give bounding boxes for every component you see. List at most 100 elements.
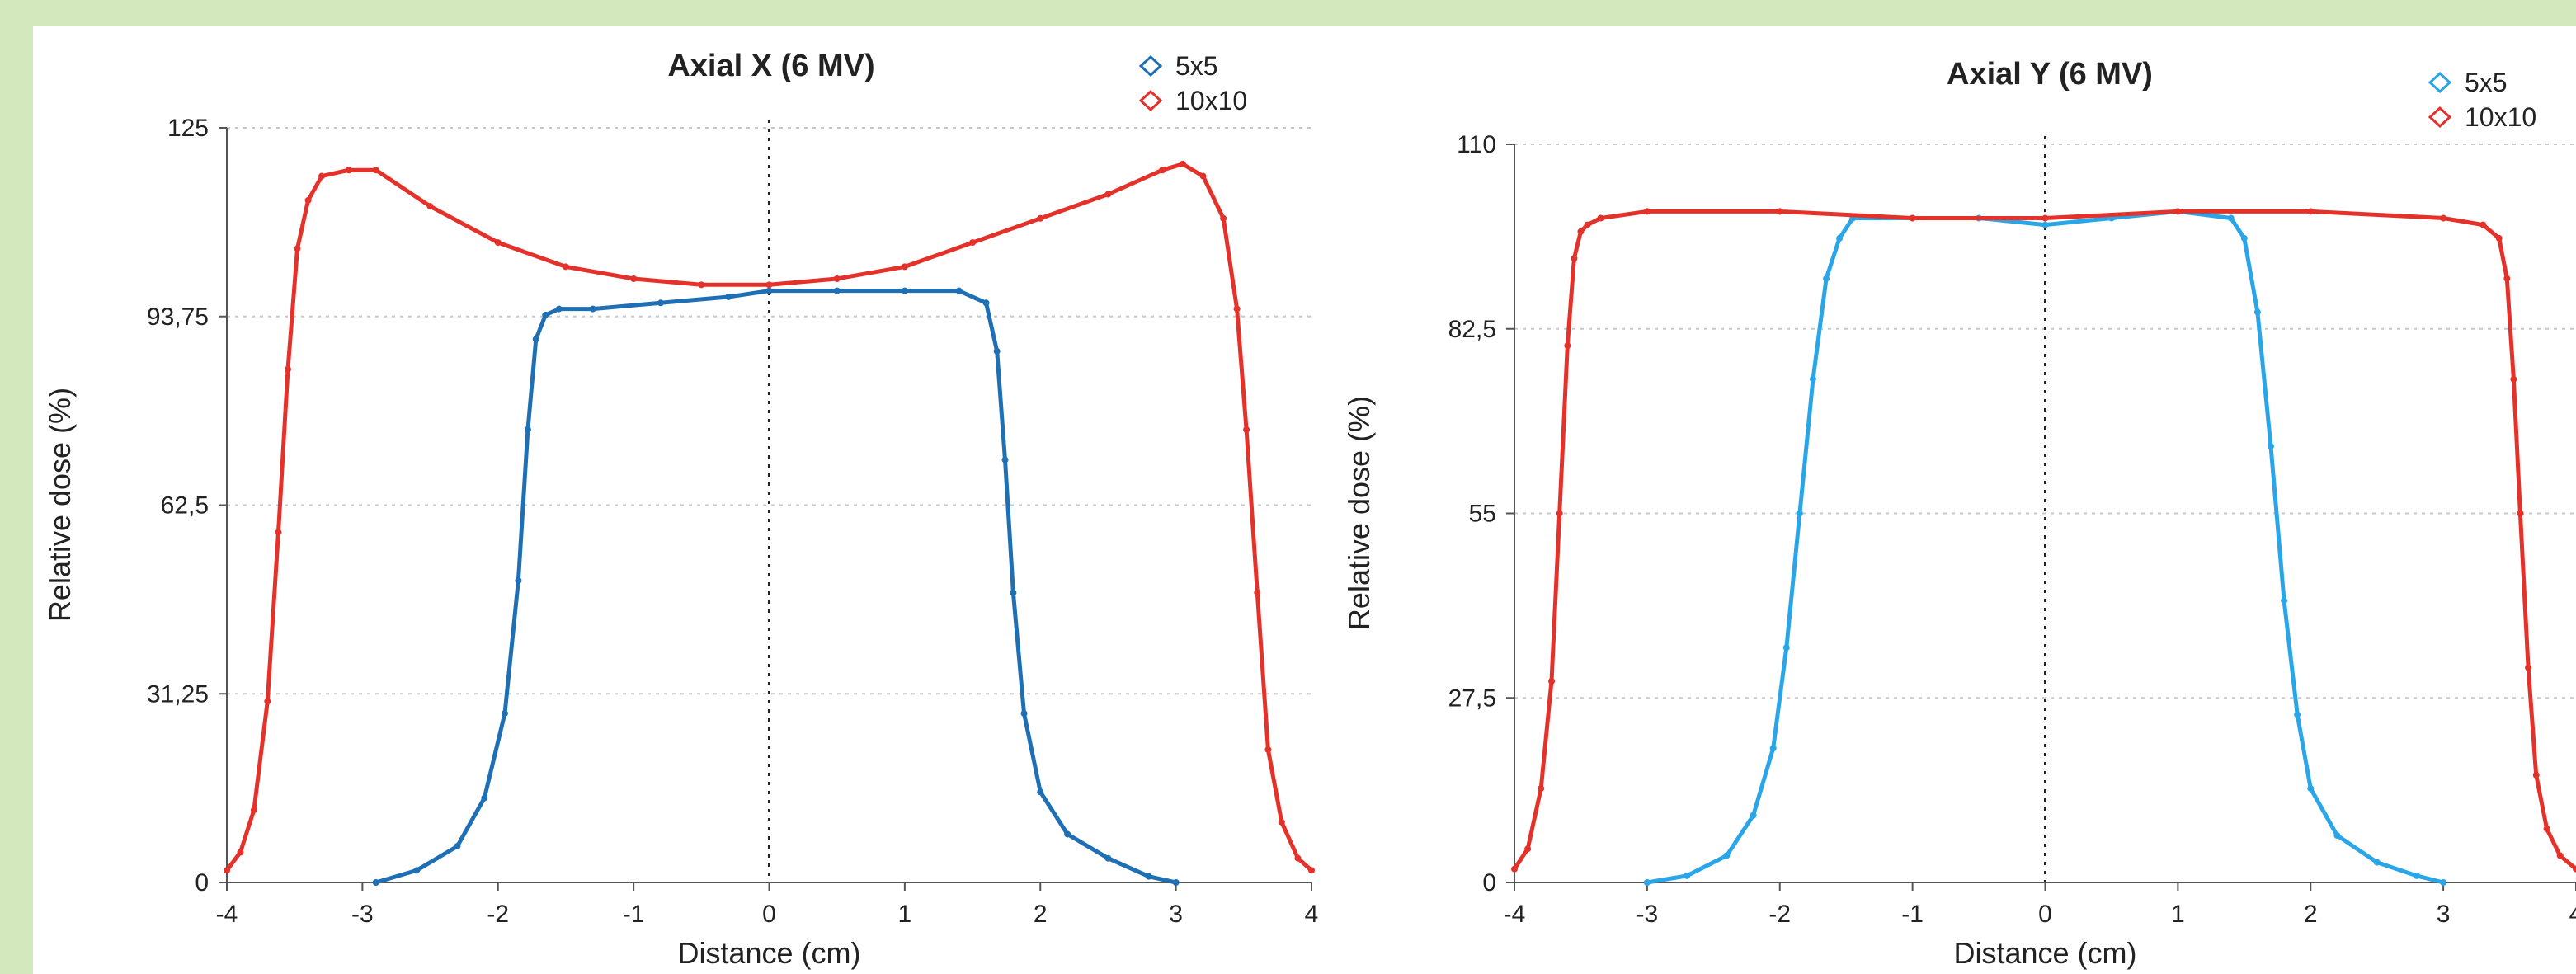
y-tick-label: 0 <box>1482 869 1496 896</box>
data-point-5x5 <box>993 347 1001 355</box>
data-point-10x10 <box>1233 305 1241 313</box>
data-point-5x5 <box>725 293 732 300</box>
x-tick-label: 4 <box>1305 901 1319 928</box>
x-tick-label: -1 <box>623 901 645 928</box>
data-point-10x10 <box>1243 426 1250 433</box>
data-point-10x10 <box>237 849 244 856</box>
data-point-5x5 <box>2240 234 2248 242</box>
data-point-10x10 <box>1104 191 1112 198</box>
legend-label-5x5: 5x5 <box>1175 51 1218 81</box>
data-point-10x10 <box>2532 771 2540 779</box>
data-point-10x10 <box>1220 214 1227 222</box>
chart-title: Axial X (6 MV) <box>667 49 874 83</box>
data-point-10x10 <box>1264 746 1272 753</box>
y-tick-label: 110 <box>1457 131 1496 158</box>
data-point-5x5 <box>1020 710 1028 718</box>
data-point-10x10 <box>224 867 230 874</box>
x-tick-label: -3 <box>1636 901 1659 928</box>
x-tick-label: 2 <box>2304 901 2318 928</box>
y-tick-label: 125 <box>167 115 209 142</box>
data-point-5x5 <box>413 867 421 874</box>
data-point-5x5 <box>555 305 563 313</box>
data-point-5x5 <box>1643 879 1651 886</box>
data-point-10x10 <box>1294 854 1302 862</box>
data-point-10x10 <box>630 275 638 282</box>
data-point-10x10 <box>2440 214 2447 222</box>
data-point-5x5 <box>1796 510 1803 517</box>
data-point-5x5 <box>2041 221 2049 228</box>
x-tick-label: 1 <box>2171 901 2185 928</box>
data-point-5x5 <box>1809 375 1816 383</box>
x-tick-label: 1 <box>898 901 912 928</box>
x-tick-label: -2 <box>487 901 509 928</box>
y-tick-label: 55 <box>1469 501 1496 528</box>
data-point-5x5 <box>955 287 963 294</box>
data-point-10x10 <box>1643 208 1651 215</box>
data-point-5x5 <box>2440 879 2447 886</box>
x-tick-label: 3 <box>1169 901 1183 928</box>
data-point-5x5 <box>901 287 908 294</box>
y-tick-label: 0 <box>195 869 209 896</box>
data-point-5x5 <box>372 879 379 886</box>
data-point-10x10 <box>2510 375 2517 383</box>
data-point-5x5 <box>481 794 488 802</box>
data-point-10x10 <box>833 275 841 282</box>
data-point-5x5 <box>515 577 522 584</box>
data-point-10x10 <box>1909 214 1916 222</box>
x-tick-label: 4 <box>2569 901 2576 928</box>
data-point-5x5 <box>1750 812 1757 819</box>
data-point-5x5 <box>501 710 508 718</box>
data-point-10x10 <box>426 203 434 210</box>
data-point-10x10 <box>1538 785 1545 793</box>
data-point-5x5 <box>1010 589 1017 596</box>
data-point-5x5 <box>532 336 539 343</box>
data-point-10x10 <box>1584 221 1591 228</box>
data-point-5x5 <box>2333 832 2341 840</box>
data-point-5x5 <box>1104 854 1112 862</box>
data-point-10x10 <box>372 167 379 174</box>
data-point-10x10 <box>1037 214 1044 222</box>
data-point-10x10 <box>284 365 291 373</box>
data-point-10x10 <box>765 281 773 289</box>
legend-label-10x10: 10x10 <box>1175 86 1247 115</box>
data-point-5x5 <box>1037 788 1044 796</box>
data-point-10x10 <box>1159 167 1166 174</box>
x-tick-label: -4 <box>216 901 238 928</box>
data-point-10x10 <box>1597 214 1604 222</box>
data-point-5x5 <box>657 299 664 307</box>
x-tick-label: -4 <box>1504 901 1526 928</box>
data-point-10x10 <box>2517 510 2524 517</box>
data-point-10x10 <box>264 698 271 705</box>
chart-panel-background <box>33 26 2576 974</box>
data-point-5x5 <box>2281 597 2288 605</box>
data-point-5x5 <box>2413 872 2420 879</box>
data-point-5x5 <box>2253 308 2261 316</box>
data-point-10x10 <box>2479 221 2487 228</box>
data-point-10x10 <box>1254 589 1261 596</box>
data-point-5x5 <box>833 287 841 294</box>
data-point-5x5 <box>1064 830 1071 838</box>
x-tick-label: 2 <box>1034 901 1048 928</box>
data-point-5x5 <box>765 287 773 294</box>
data-point-10x10 <box>1577 228 1585 235</box>
data-point-5x5 <box>982 299 990 307</box>
chart-title: Axial Y (6 MV) <box>1947 57 2153 92</box>
y-tick-label: 62,5 <box>161 492 209 520</box>
data-point-10x10 <box>698 281 705 289</box>
data-point-5x5 <box>1001 456 1009 463</box>
y-tick-label: 82,5 <box>1448 316 1496 343</box>
data-point-10x10 <box>2503 275 2511 282</box>
x-tick-label: -1 <box>1901 901 1924 928</box>
data-point-5x5 <box>589 305 596 313</box>
legend-label-5x5: 5x5 <box>2465 68 2508 97</box>
x-axis-label: Distance (cm) <box>1953 936 2136 970</box>
data-point-5x5 <box>542 311 549 318</box>
data-point-10x10 <box>2495 234 2503 242</box>
y-tick-label: 31,25 <box>147 680 209 708</box>
data-point-10x10 <box>2525 664 2532 671</box>
data-point-10x10 <box>250 807 257 814</box>
x-tick-label: 0 <box>762 901 776 928</box>
data-point-10x10 <box>1199 172 1207 180</box>
x-tick-label: 3 <box>2437 901 2451 928</box>
